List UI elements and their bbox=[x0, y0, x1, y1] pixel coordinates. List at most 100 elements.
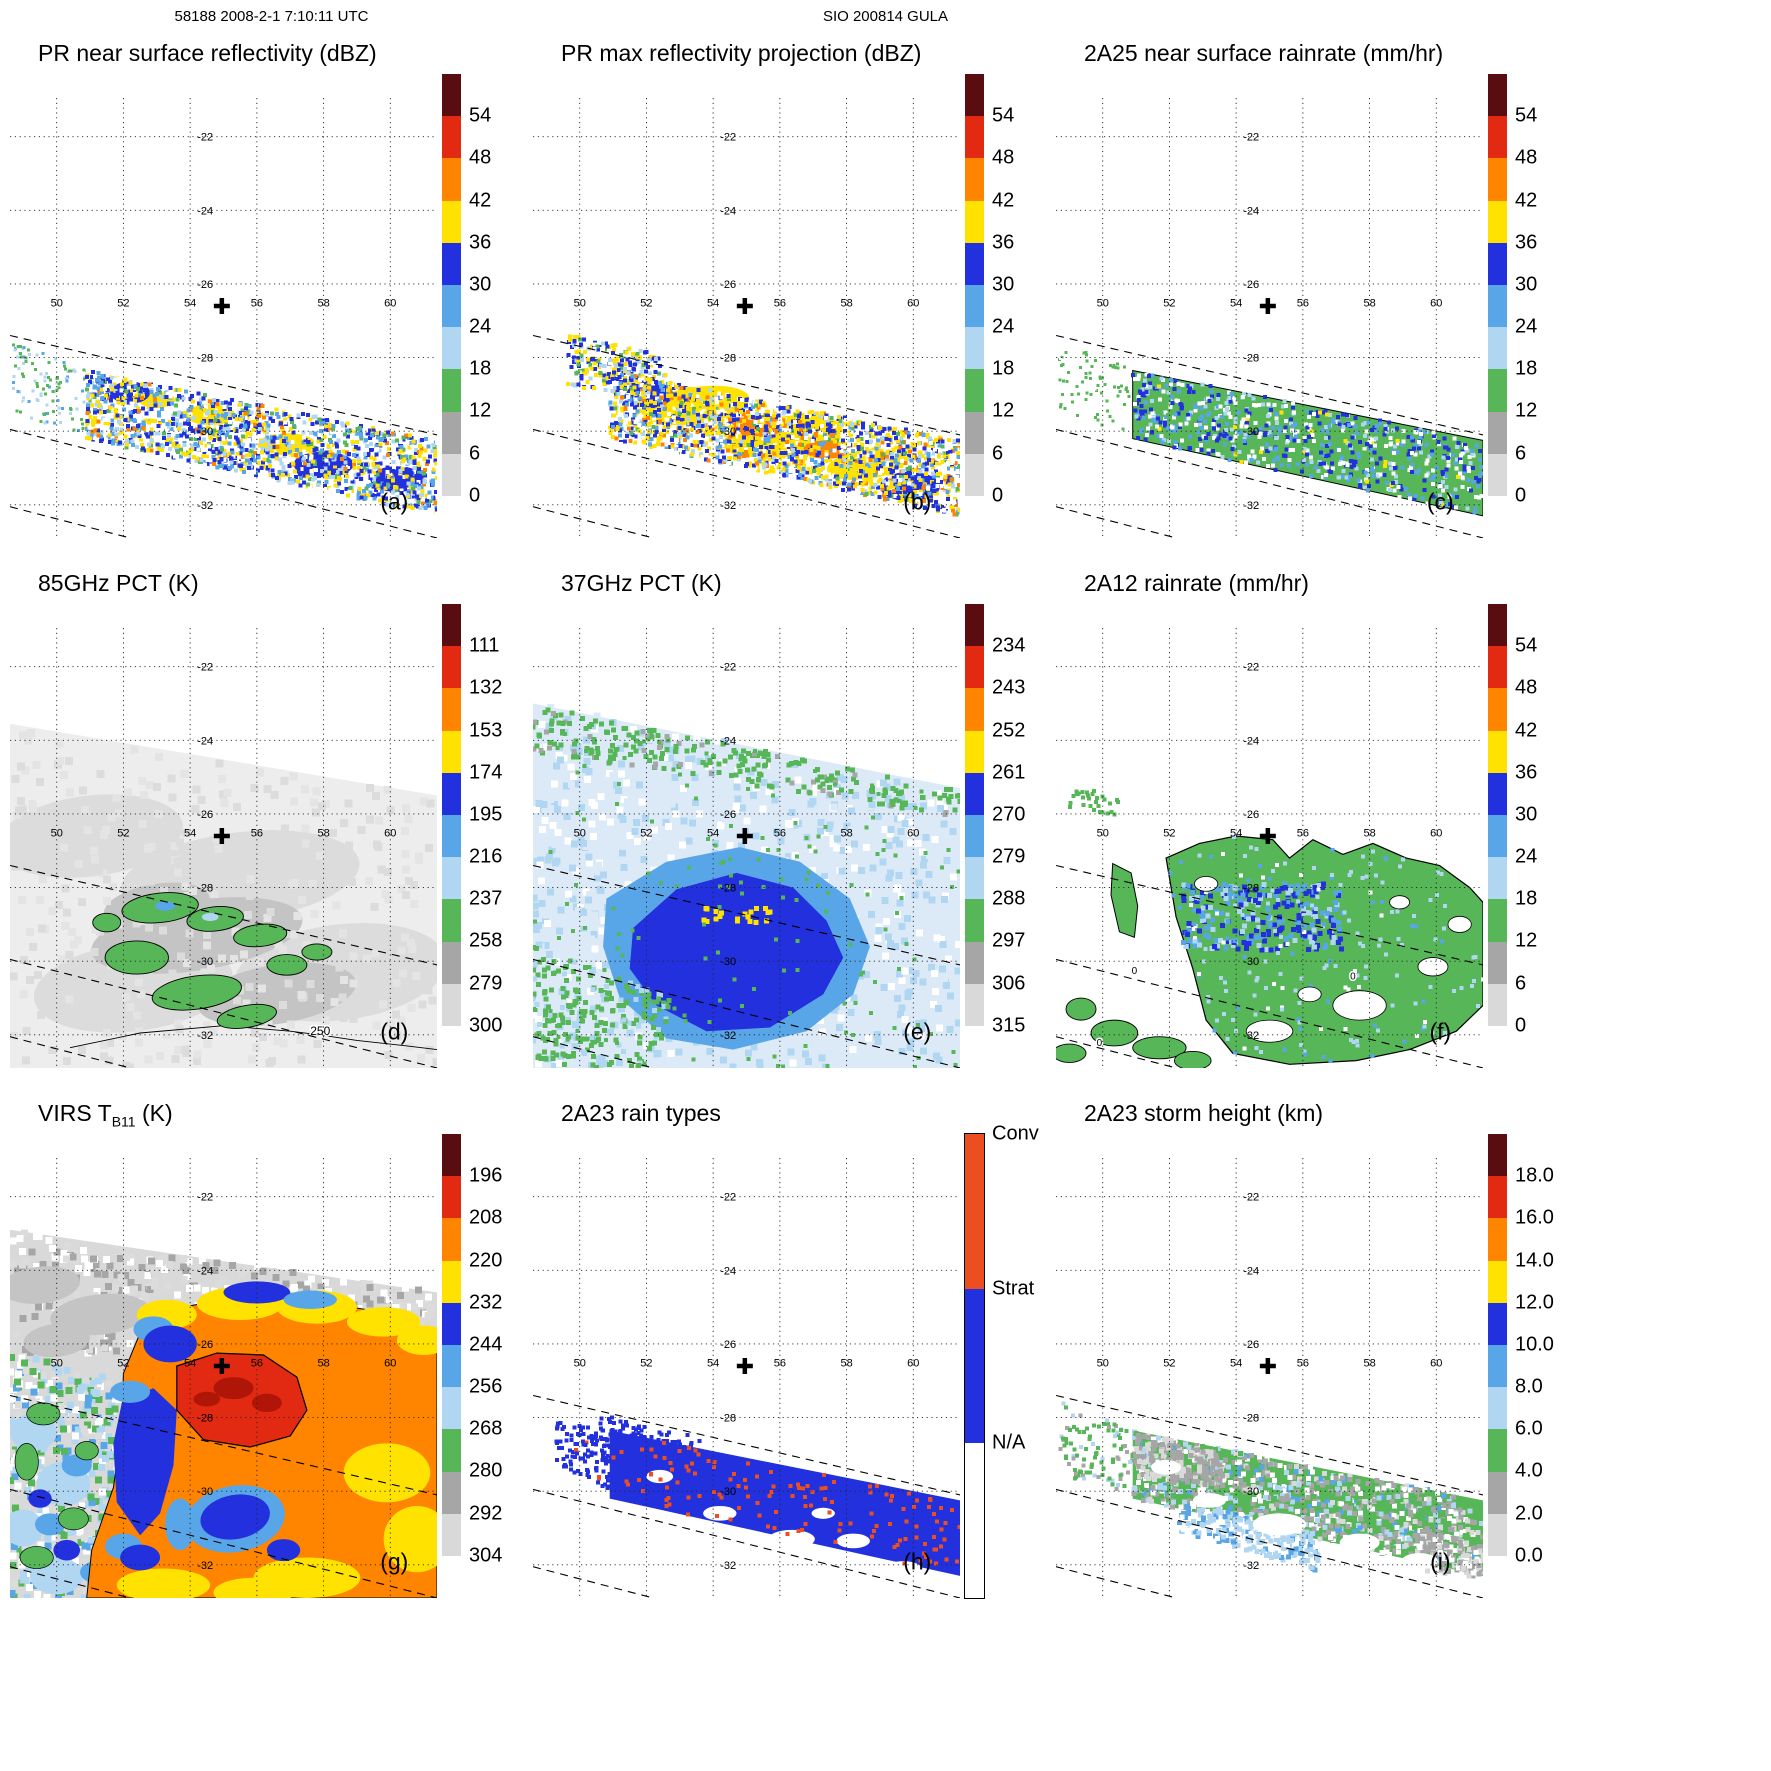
speckle-field bbox=[1068, 789, 1121, 817]
colorbar-tick-label: 270 bbox=[992, 803, 1026, 826]
colorbar-segment bbox=[965, 495, 984, 539]
colorbar-segment bbox=[1488, 772, 1507, 815]
colorbar-segment bbox=[965, 284, 984, 328]
map-grid-overlay: 50 52 54 56 58 60-22-24-26-28-30-32 bbox=[10, 628, 437, 1068]
colorbar-tick-label: 153 bbox=[469, 719, 503, 742]
colorbar-tick-label: 18 bbox=[992, 357, 1015, 380]
colorbar-segment bbox=[965, 983, 984, 1026]
colorbar-tick-label: 18 bbox=[1515, 887, 1538, 910]
colorbar-tick-label: 30 bbox=[1515, 803, 1538, 826]
colorbar-segment bbox=[442, 604, 461, 647]
speckle-field bbox=[11, 343, 95, 432]
colorbar-segment bbox=[442, 327, 461, 370]
storm-center-marker bbox=[213, 1358, 230, 1375]
colorbar-tick-label: 48 bbox=[1515, 676, 1538, 699]
panel-g-colorbar-ramp bbox=[442, 1134, 461, 1599]
colorbar-segment bbox=[1488, 1025, 1507, 1069]
colorbar-tick-label: 30 bbox=[469, 273, 492, 296]
colorbar-tick-label: 36 bbox=[1515, 761, 1538, 784]
colorbar-tick-label: 258 bbox=[469, 929, 503, 952]
figure-header-left: 58188 2008-2-1 7:10:11 UTC bbox=[174, 8, 369, 25]
panel-h-colorbar: Conv Strat N/A bbox=[964, 1123, 1051, 1599]
colorbar-segment bbox=[442, 1429, 461, 1472]
colorbar-segment bbox=[442, 284, 461, 328]
colorbar-segment bbox=[1488, 1260, 1507, 1303]
colorbar-segment bbox=[442, 74, 461, 117]
colorbar-tick-label: 14.0 bbox=[1515, 1249, 1554, 1272]
colorbar-segment bbox=[1488, 1387, 1507, 1430]
speckle-field bbox=[1058, 343, 1140, 431]
colorbar-segment bbox=[442, 772, 461, 815]
colorbar-tick-label: 279 bbox=[992, 845, 1026, 868]
panel-b-map: 50 52 54 56 58 60 -22 -24 -26 -28 -30 -32 (b) bbox=[533, 98, 960, 538]
colorbar-tick-label: 315 bbox=[992, 1014, 1026, 1037]
colorbar-segment bbox=[1488, 646, 1507, 689]
colorbar-tick-label: 6.0 bbox=[1515, 1417, 1543, 1440]
colorbar-tick-label: 196 bbox=[469, 1164, 503, 1187]
colorbar-tick-label: 8.0 bbox=[1515, 1375, 1543, 1398]
panel-c-content: 50 52 54 56 58 60 -22 -24 -26 -28 -30 -32 (c) 54 48 42 3… bbox=[1056, 74, 1574, 539]
panel-a-title: PR near surface reflectivity (dBZ) bbox=[38, 40, 377, 66]
panel-i-content: 50 52 54 56 58 60 -22 -24 -26 -28 -30 -32 (i) 18.0 16.… bbox=[1056, 1134, 1574, 1599]
colorbar-segment bbox=[442, 200, 461, 243]
colorbar-segment bbox=[1488, 1555, 1507, 1599]
panel-c: 2A25 near surface rainrate (mm/hr) 50 52 54… bbox=[1056, 28, 1579, 558]
colorbar-segment bbox=[965, 688, 984, 731]
colorbar-tick-label: 36 bbox=[469, 231, 492, 254]
colorbar-segment bbox=[442, 1134, 461, 1177]
speckle-field bbox=[533, 945, 672, 1068]
panel-i-colorbar-ramp bbox=[1488, 1134, 1507, 1599]
panel-c-colorbar: 54 48 42 36 30 24 18 12 6 0 bbox=[1488, 74, 1574, 539]
speckle-field bbox=[1180, 881, 1346, 953]
panel-i: 2A23 storm height (km) 50 52 54 56 58 60 -22 -24… bbox=[1056, 1088, 1579, 1618]
storm-center-marker bbox=[213, 298, 230, 315]
colorbar-segment bbox=[442, 1387, 461, 1430]
svg-text:-30: -30 bbox=[197, 426, 213, 438]
colorbar-tick-label: 237 bbox=[469, 887, 503, 910]
storm-center-marker bbox=[213, 828, 230, 845]
svg-text:-22: -22 bbox=[197, 132, 213, 144]
colorbar-category-label: N/A bbox=[992, 1431, 1026, 1454]
svg-text:-22: -22 bbox=[720, 132, 736, 144]
svg-text:56: 56 bbox=[251, 297, 263, 309]
panel-d-letter-label: (d) bbox=[380, 1018, 408, 1044]
colorbar-segment bbox=[442, 116, 461, 159]
colorbar-tick-label: 234 bbox=[992, 634, 1026, 657]
colorbar-tick-label: 42 bbox=[1515, 719, 1538, 742]
colorbar-segment bbox=[1488, 74, 1507, 117]
colorbar-tick-label: 18.0 bbox=[1515, 1164, 1554, 1187]
colorbar-tick-label: 12.0 bbox=[1515, 1291, 1554, 1314]
colorbar-segment bbox=[1488, 899, 1507, 942]
colorbar-tick-label: 12 bbox=[992, 399, 1015, 422]
panel-a-map: 50 52 54 56 58 60 -22 -24 -26 -28 -30 -32 (a) bbox=[10, 98, 437, 538]
colorbar-tick-label: 48 bbox=[992, 146, 1015, 169]
colorbar-tick-label: 306 bbox=[992, 972, 1026, 995]
panel-g-colorbar: 196 208 220 232 244 256 268 280 292 304 bbox=[442, 1134, 528, 1599]
panel-e-letter-label: (e) bbox=[903, 1018, 931, 1044]
colorbar-segment bbox=[442, 899, 461, 942]
colorbar-segment bbox=[442, 1176, 461, 1219]
colorbar-segment bbox=[965, 1134, 984, 1289]
panel-b-content: 50 52 54 56 58 60 -22 -24 -26 -28 -30 -32 (b) 54 48 42 3… bbox=[533, 74, 1051, 539]
colorbar-tick-label: 42 bbox=[992, 189, 1015, 212]
colorbar-tick-label: 0 bbox=[1515, 1014, 1527, 1037]
colorbar-segment bbox=[965, 411, 984, 454]
panel-e-colorbar-ramp bbox=[965, 604, 984, 1069]
svg-text:-26: -26 bbox=[197, 279, 213, 291]
colorbar-category-label: Conv bbox=[992, 1122, 1039, 1145]
svg-text:-24: -24 bbox=[197, 205, 213, 217]
storm-center-marker bbox=[736, 298, 753, 315]
svg-text:-24: -24 bbox=[720, 205, 736, 217]
colorbar-segment bbox=[965, 899, 984, 942]
colorbar-tick-label: 0 bbox=[469, 484, 481, 507]
colorbar-segment bbox=[965, 1288, 984, 1444]
colorbar-tick-label: 12 bbox=[469, 399, 492, 422]
colorbar-segment bbox=[442, 1344, 461, 1388]
panel-a-colorbar-ramp bbox=[442, 74, 461, 539]
colorbar-segment bbox=[965, 242, 984, 285]
figure-header-center: SIO 200814 GULA bbox=[822, 8, 949, 25]
colorbar-tick-label: 244 bbox=[469, 1333, 503, 1356]
panel-g-map: 50 52 54 56 58 60-22-24-26-28-30-32 (g) bbox=[10, 1158, 437, 1598]
colorbar-segment bbox=[965, 730, 984, 773]
